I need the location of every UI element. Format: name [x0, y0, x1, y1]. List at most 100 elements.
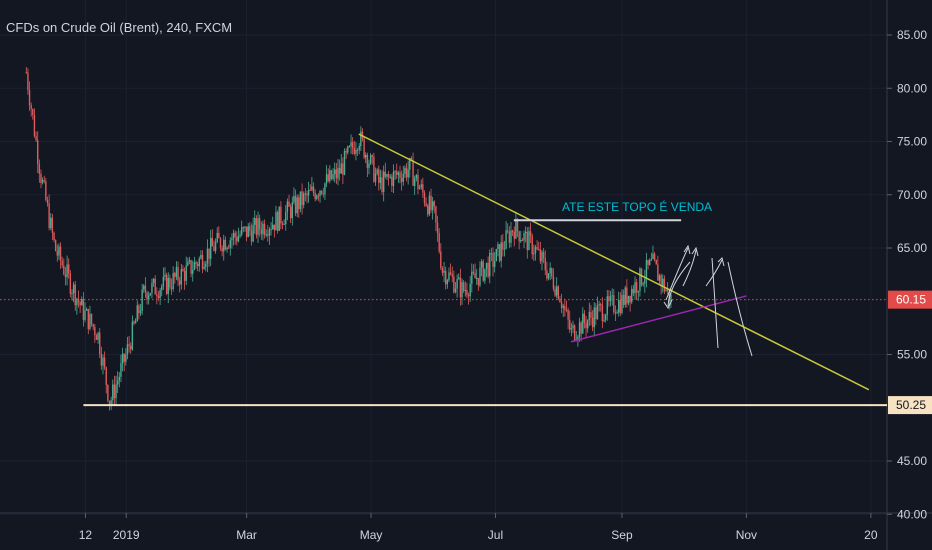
candle-body — [53, 232, 55, 241]
candle-body — [557, 286, 560, 300]
candle-body — [107, 384, 109, 401]
candle-body — [99, 332, 101, 354]
candle-body — [245, 226, 248, 238]
candle-body — [413, 178, 416, 186]
candle-body — [35, 136, 37, 141]
candle-body — [642, 283, 644, 285]
candle-body — [110, 400, 112, 405]
candle-body — [472, 271, 475, 274]
candle-body — [226, 247, 228, 250]
candle-body — [227, 247, 230, 249]
candle-body — [451, 274, 453, 277]
candle-body — [275, 212, 277, 231]
candle-body — [175, 267, 178, 277]
price-axis[interactable]: 85.00 80.00 75.00 70.00 65.00 55.00 45.00 40.00 — [887, 28, 927, 521]
candle-body — [314, 192, 316, 200]
candle-body — [645, 260, 648, 279]
candle-body — [497, 244, 499, 250]
candle-body — [655, 260, 657, 265]
candle-body — [653, 253, 656, 261]
candle-body — [399, 172, 401, 179]
candle-body — [103, 357, 106, 368]
y-tick-label: 85.00 — [897, 28, 927, 42]
candle-body — [237, 235, 240, 242]
candle-body — [322, 193, 325, 195]
candle-body — [43, 180, 45, 182]
candle-body — [280, 206, 282, 224]
candle-body — [340, 163, 342, 174]
candle-body — [167, 277, 169, 294]
candle-body — [97, 332, 99, 340]
candle-body — [604, 314, 607, 320]
candle-body — [410, 158, 413, 161]
candle-body — [224, 239, 227, 250]
candle-body — [214, 241, 217, 251]
candle-body — [180, 268, 183, 285]
hand-drawn-arrow — [682, 249, 697, 287]
candle-body — [582, 313, 584, 334]
candle-body — [258, 218, 261, 230]
candle-body — [329, 170, 331, 182]
candle-body — [446, 280, 449, 285]
candle-body — [146, 292, 148, 300]
candle-body — [63, 265, 65, 275]
wedge-support-line — [570, 295, 747, 343]
candle-body — [90, 313, 93, 325]
arrowhead — [663, 299, 673, 309]
candle-body — [649, 260, 651, 265]
candle-body — [123, 353, 125, 362]
candle-body — [650, 259, 653, 261]
candle-body — [392, 171, 395, 186]
candle-body — [312, 186, 315, 193]
candle-body — [387, 174, 390, 178]
candle-body — [334, 169, 336, 175]
candle-body — [593, 307, 595, 328]
candle-body — [583, 313, 586, 323]
candle-body — [229, 240, 231, 248]
candle-body — [373, 156, 375, 182]
candle-body — [244, 226, 246, 228]
candle-body — [250, 230, 253, 242]
candle-body — [365, 154, 367, 158]
candle-body — [598, 304, 600, 306]
candle-body — [76, 298, 78, 306]
candle-body — [130, 345, 132, 350]
candle-body — [273, 224, 276, 231]
candle-body — [69, 273, 72, 294]
candle-body — [407, 169, 409, 178]
candle-body — [50, 217, 52, 229]
candle-body — [355, 149, 357, 154]
candle-body — [307, 189, 310, 196]
candle-body — [351, 142, 354, 149]
candle-body — [588, 312, 591, 321]
candle-body — [441, 267, 444, 273]
y-tick-label: 65.00 — [897, 241, 927, 255]
candle-body — [304, 193, 307, 195]
candle-body — [611, 295, 613, 297]
candle-body — [151, 283, 153, 294]
candle-body — [141, 289, 143, 312]
candle-body — [485, 262, 488, 269]
candle-body — [580, 322, 582, 334]
candle-body — [164, 274, 166, 277]
candle-body — [363, 138, 365, 158]
candle-body — [420, 184, 422, 188]
candle-body — [570, 328, 573, 330]
candle-body — [513, 232, 515, 239]
candle-body — [54, 240, 57, 251]
candle-body — [82, 298, 85, 320]
candle-body — [379, 177, 382, 183]
time-axis[interactable]: 12 2019 Mar May Jul Sep Nov 20 — [79, 513, 878, 542]
candle-body — [428, 195, 431, 215]
candle-body — [562, 305, 564, 308]
candle-body — [482, 261, 484, 281]
candle-body — [559, 299, 561, 303]
candle-body — [64, 274, 67, 278]
candle-body — [632, 288, 635, 294]
candle-body — [670, 294, 672, 302]
candle-body — [368, 163, 370, 168]
candle-body — [48, 203, 50, 229]
candle-body — [518, 231, 520, 242]
candle-body — [28, 89, 31, 106]
